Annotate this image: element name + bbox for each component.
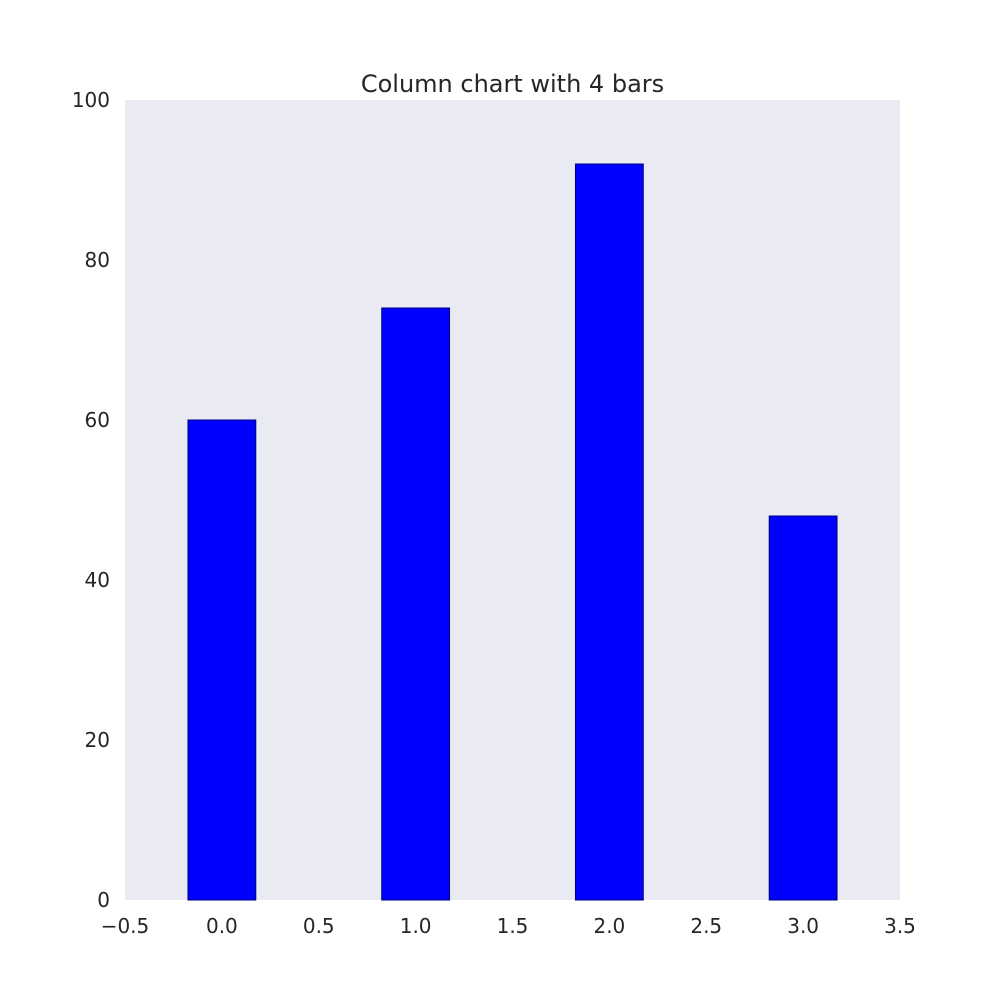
bar-1 xyxy=(381,307,451,901)
bar-3 xyxy=(768,515,838,901)
x-tick-label: 0.5 xyxy=(303,914,335,938)
chart-title: Column chart with 4 bars xyxy=(361,70,664,98)
x-axis-ticks: −0.5 0.0 0.5 1.0 1.5 2.0 2.5 3.0 3.5 xyxy=(101,914,916,938)
x-tick-label: 2.5 xyxy=(690,914,722,938)
x-tick-label: −0.5 xyxy=(101,914,150,938)
y-tick-label: 100 xyxy=(72,88,110,112)
y-tick-label: 0 xyxy=(97,888,110,912)
y-axis-ticks: 0 20 40 60 80 100 xyxy=(72,88,110,912)
y-tick-label: 80 xyxy=(85,248,110,272)
bar-2 xyxy=(574,163,644,901)
y-tick-label: 40 xyxy=(85,568,110,592)
y-tick-label: 60 xyxy=(85,408,110,432)
x-tick-label: 1.0 xyxy=(400,914,432,938)
x-tick-label: 3.0 xyxy=(787,914,819,938)
x-tick-label: 1.5 xyxy=(497,914,529,938)
x-tick-label: 2.0 xyxy=(593,914,625,938)
x-tick-label: 0.0 xyxy=(206,914,238,938)
x-tick-label: 3.5 xyxy=(884,914,916,938)
bars xyxy=(187,163,838,901)
bar-0 xyxy=(187,419,257,901)
y-tick-label: 20 xyxy=(85,728,110,752)
